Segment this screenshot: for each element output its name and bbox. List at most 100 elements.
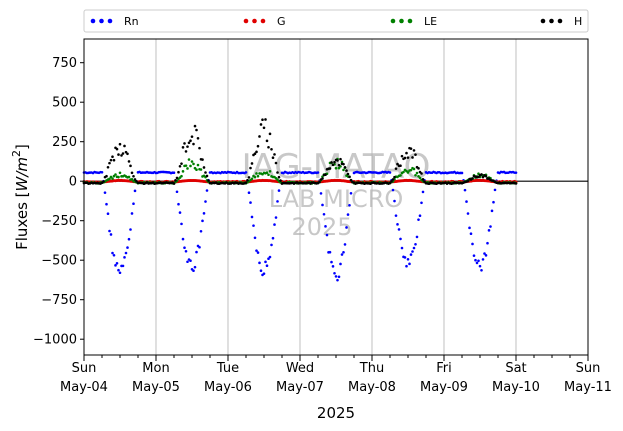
data-point (321, 175, 324, 178)
data-point (403, 256, 407, 259)
data-point (106, 212, 110, 216)
data-point (333, 271, 336, 275)
data-point (190, 135, 194, 138)
data-point (409, 253, 413, 256)
data-point (270, 147, 273, 151)
x-tick-label-date: May-04 (60, 380, 108, 395)
data-point (114, 173, 117, 176)
data-point (339, 157, 342, 161)
x-tick-label-day: Fri (436, 361, 452, 376)
data-point (403, 156, 407, 160)
data-point (273, 223, 276, 226)
data-point (117, 175, 120, 179)
data-point (469, 232, 473, 236)
data-point (193, 265, 197, 269)
data-point (390, 180, 393, 183)
data-point (318, 180, 321, 184)
data-point (196, 137, 200, 140)
data-point (418, 214, 422, 218)
data-point (181, 170, 185, 173)
data-point (388, 171, 392, 174)
data-point (177, 202, 180, 206)
data-point (256, 251, 260, 254)
legend-label: Rn (124, 15, 139, 28)
data-point (127, 237, 131, 241)
data-point (184, 150, 188, 153)
legend-label: LE (424, 15, 437, 28)
data-point (463, 188, 467, 192)
data-point (322, 212, 326, 216)
data-point (175, 176, 179, 180)
x-tick-label-date: May-11 (564, 380, 612, 395)
data-point (256, 174, 260, 178)
legend-marker (390, 18, 396, 24)
legend-marker (252, 18, 257, 24)
data-point (277, 175, 281, 179)
data-point (267, 257, 270, 261)
y-tick-label: 500 (52, 96, 77, 111)
data-point (481, 258, 485, 261)
x-tick-label-day: Thu (359, 361, 384, 376)
data-point (187, 141, 191, 145)
y-tick-label: −250 (41, 214, 77, 229)
y-tick-label: −750 (41, 293, 77, 308)
data-point (123, 256, 126, 259)
data-point (264, 260, 267, 264)
data-point (405, 264, 408, 268)
data-point (343, 243, 347, 246)
data-point (388, 181, 392, 185)
data-point (130, 178, 134, 181)
data-point (271, 236, 275, 240)
data-point (331, 163, 335, 167)
data-point (415, 171, 419, 175)
data-point (477, 175, 480, 179)
data-point (342, 168, 345, 172)
data-point (340, 253, 344, 256)
data-point (108, 229, 111, 233)
y-tick-label: 750 (52, 56, 77, 71)
legend-marker (243, 18, 249, 24)
data-point (178, 211, 182, 214)
data-point (321, 203, 324, 207)
data-point (115, 261, 119, 265)
data-point (111, 155, 114, 158)
data-point (190, 160, 194, 163)
data-point (277, 189, 281, 192)
legend-marker (107, 18, 113, 24)
data-point (486, 241, 489, 245)
data-point (255, 172, 258, 175)
x-tick-label-day: Tue (216, 361, 239, 376)
data-point (414, 243, 417, 246)
watermark-line-3: 2025 (291, 213, 352, 241)
legend-item-h: H (540, 15, 582, 28)
data-point (108, 161, 111, 165)
data-point (402, 170, 405, 174)
data-point (259, 123, 263, 126)
data-point (132, 174, 135, 178)
data-point (276, 178, 279, 181)
data-point (130, 212, 134, 215)
data-point (183, 142, 186, 145)
series-h (82, 118, 518, 186)
data-point (273, 153, 276, 156)
x-tick-label-date: May-07 (276, 380, 324, 395)
data-point (112, 158, 116, 162)
data-point (267, 145, 270, 149)
data-point (279, 179, 282, 182)
data-point (484, 254, 488, 257)
data-point (117, 153, 120, 156)
data-point (186, 260, 189, 264)
data-point (265, 139, 269, 143)
legend-marker (407, 18, 413, 24)
data-point (345, 169, 348, 172)
data-point (415, 235, 419, 239)
data-point (132, 202, 135, 206)
data-point (133, 189, 137, 193)
data-point (418, 176, 422, 180)
data-point (199, 229, 203, 233)
y-tick-label: 250 (52, 135, 77, 150)
data-point (321, 177, 324, 180)
y-tick-label: −500 (41, 254, 77, 269)
data-point (262, 272, 266, 275)
data-point (265, 264, 269, 268)
